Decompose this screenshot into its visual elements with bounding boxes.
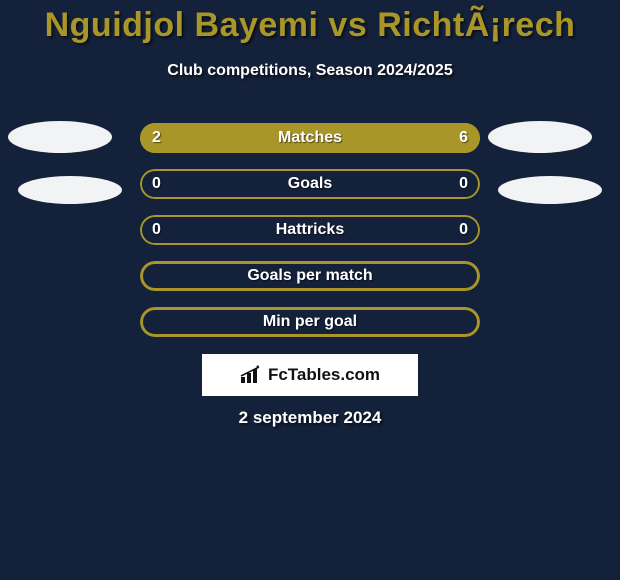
stat-row-hattricks: Hattricks0 0 <box>140 215 480 245</box>
stat-label: Goals <box>140 169 480 199</box>
stat-row-goals-per-match: Goals per match <box>140 261 480 291</box>
stat-label: Hattricks <box>140 215 480 245</box>
stat-value-left: 2 <box>152 123 161 153</box>
stat-value-left: 0 <box>152 169 161 199</box>
stat-label: Goals per match <box>140 261 480 291</box>
stat-row-min-per-goal: Min per goal <box>140 307 480 337</box>
stat-label: Matches <box>140 123 480 153</box>
source-badge: FcTables.com <box>202 354 418 396</box>
date-line: 2 september 2024 <box>0 408 620 428</box>
team-oval-right-2 <box>488 121 592 153</box>
stat-row-matches: Matches2 6 <box>140 123 480 153</box>
team-oval-right-3 <box>498 176 602 204</box>
stat-label: Min per goal <box>140 307 480 337</box>
team-oval-left-1 <box>18 176 122 204</box>
stat-value-right: 6 <box>459 123 468 153</box>
bars-icon <box>240 365 264 385</box>
stat-value-left: 0 <box>152 215 161 245</box>
team-oval-left-0 <box>8 121 112 153</box>
stat-row-goals: Goals0 0 <box>140 169 480 199</box>
stat-value-right: 0 <box>459 215 468 245</box>
page-title: Nguidjol Bayemi vs RichtÃ¡rech <box>0 6 620 45</box>
source-badge-text: FcTables.com <box>268 365 380 385</box>
comparison-canvas: Nguidjol Bayemi vs RichtÃ¡rech Club comp… <box>0 0 620 580</box>
page-subtitle: Club competitions, Season 2024/2025 <box>0 62 620 80</box>
stat-value-right: 0 <box>459 169 468 199</box>
